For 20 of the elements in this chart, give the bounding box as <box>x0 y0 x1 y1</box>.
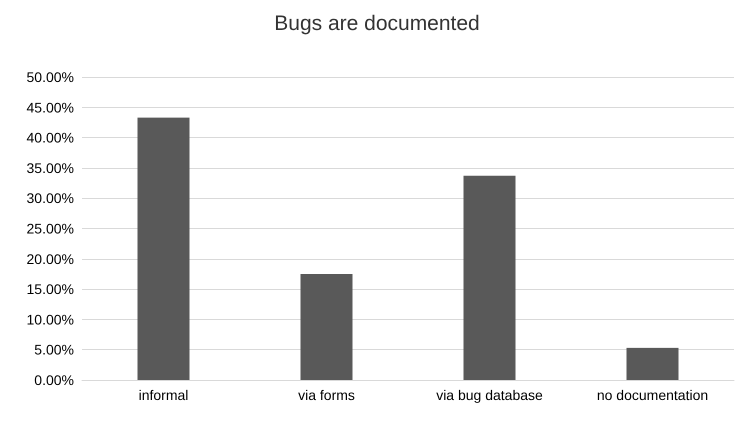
y-tick-label: 10.00% <box>26 311 74 328</box>
y-tick-label: 20.00% <box>26 250 74 267</box>
y-tick-label: 30.00% <box>26 190 74 206</box>
y-tick-label: 50.00% <box>26 69 74 85</box>
bar <box>464 176 516 380</box>
bar <box>138 118 190 380</box>
x-tick-label: via bug database <box>436 387 544 403</box>
bar <box>300 274 352 380</box>
y-tick-label: 45.00% <box>26 99 74 116</box>
bar <box>626 348 678 380</box>
chart-title: Bugs are documented <box>274 12 480 35</box>
x-tick-label: informal <box>138 387 188 403</box>
x-tick-label: no documentation <box>596 387 708 403</box>
x-tick-label: via forms <box>298 387 355 403</box>
y-tick-label: 25.00% <box>26 220 74 236</box>
y-tick-label: 0.00% <box>34 372 74 388</box>
y-tick-label: 35.00% <box>26 160 74 176</box>
y-tick-label: 15.00% <box>26 281 74 298</box>
y-tick-label: 5.00% <box>34 342 74 358</box>
y-tick-label: 40.00% <box>26 130 74 146</box>
